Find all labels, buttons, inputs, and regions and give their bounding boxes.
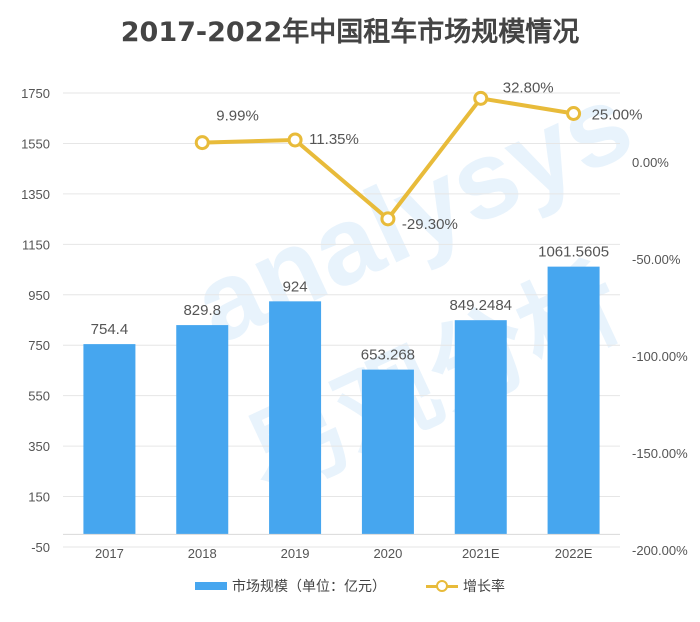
line-data-label: 9.99% <box>216 108 259 125</box>
left-axis-tick: 1350 <box>21 187 50 202</box>
left-axis-tick: 950 <box>28 288 50 303</box>
line-point <box>566 106 582 121</box>
line-data-label: -29.30% <box>402 216 458 233</box>
left-axis-tick: 1550 <box>21 136 50 151</box>
legend: 市场规模（单位：亿元） 增长率 <box>0 576 700 596</box>
right-axis-tick: -50.00% <box>632 252 681 267</box>
bar <box>83 344 136 535</box>
bar-data-label: 1061.5605 <box>538 244 609 261</box>
bar-data-label: 754.4 <box>91 321 129 338</box>
legend-label: 市场规模（单位：亿元） <box>232 579 386 595</box>
line-data-label: 11.35% <box>309 131 359 148</box>
bar-data-label: 653.268 <box>361 347 415 364</box>
bar <box>454 320 507 535</box>
line-data-label: 25.00% <box>592 107 643 124</box>
legend-item-market-size[interactable]: 市场规模（单位：亿元） <box>195 576 386 596</box>
left-axis-tick: 750 <box>28 338 50 353</box>
bar-data-label: 924 <box>283 278 308 295</box>
line-point <box>287 132 303 148</box>
legend-label: 增长率 <box>463 579 505 595</box>
bar <box>176 325 229 535</box>
bar <box>361 369 414 535</box>
left-axis-tick: 1750 <box>21 86 50 101</box>
x-axis-tick: 2017 <box>95 546 124 561</box>
left-axis-tick: 350 <box>28 439 50 454</box>
left-axis-tick: 1150 <box>22 237 50 252</box>
line-point <box>380 211 396 227</box>
line-data-label: 32.80% <box>503 79 554 96</box>
right-axis-tick: -150.00% <box>632 446 688 461</box>
x-axis-tick: 2021E <box>462 546 500 561</box>
line-point <box>473 90 489 106</box>
x-axis-tick: 2020 <box>373 546 402 561</box>
left-axis-tick: -50 <box>31 540 50 555</box>
right-axis-tick: -200.00% <box>632 543 688 558</box>
right-axis-tick: 0.00% <box>632 155 669 170</box>
x-axis-tick: 2019 <box>281 546 310 561</box>
legend-swatch-bar <box>195 582 227 590</box>
left-axis-tick: 150 <box>28 490 50 505</box>
x-axis-tick: 2018 <box>188 546 217 561</box>
legend-item-growth-rate[interactable]: 增长率 <box>426 576 505 596</box>
legend-swatch-line <box>426 580 458 592</box>
chart-title: 2017-2022年中国租车市场规模情况 <box>120 17 580 48</box>
bar-data-label: 829.8 <box>183 302 221 319</box>
right-axis-tick: -100.00% <box>632 349 688 364</box>
bar-data-label: 849.2484 <box>449 297 512 314</box>
bar <box>547 266 600 535</box>
x-axis-tick: 2022E <box>555 546 593 561</box>
left-axis-tick: 550 <box>28 389 50 404</box>
bar <box>269 301 322 535</box>
line-point <box>194 135 210 151</box>
